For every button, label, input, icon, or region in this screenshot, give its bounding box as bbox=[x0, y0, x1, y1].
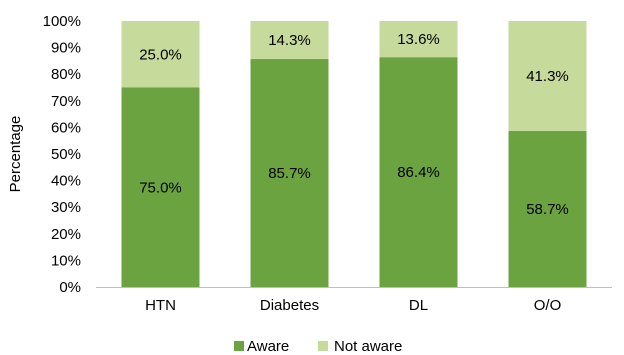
legend-swatch-not-aware bbox=[318, 341, 328, 351]
bar-segment-not-aware bbox=[508, 21, 587, 131]
y-tick-label: 0% bbox=[59, 279, 81, 296]
data-label: 25.0% bbox=[139, 46, 182, 63]
bar-segment-aware bbox=[121, 87, 200, 287]
bar-segment-aware bbox=[250, 59, 329, 288]
legend-label: Aware bbox=[247, 338, 289, 355]
y-tick-label: 40% bbox=[51, 173, 81, 190]
y-axis: 0% 10% 20% 30% 40% 50% 60% 70% 80% 90% 100% bbox=[43, 13, 81, 296]
bar-segment-not-aware bbox=[121, 21, 200, 88]
y-tick-label: 70% bbox=[51, 93, 81, 110]
data-label: 86.4% bbox=[397, 164, 440, 181]
legend-label: Not aware bbox=[334, 338, 402, 355]
data-label: 14.3% bbox=[268, 32, 311, 49]
x-axis: HTN Diabetes DL O/O bbox=[96, 287, 612, 314]
bar-segment-aware bbox=[379, 57, 458, 288]
y-tick-label: 80% bbox=[51, 66, 81, 83]
x-tick-label: O/O bbox=[534, 297, 562, 314]
y-tick-label: 60% bbox=[51, 119, 81, 136]
bars-layer: 75.0% 25.0% 85.7% 14.3% 86.4% 13.6% 58.7% 41.3% bbox=[121, 21, 587, 288]
x-tick-label: HTN bbox=[145, 297, 176, 314]
bar-segment-aware bbox=[508, 130, 587, 287]
data-label: 41.3% bbox=[526, 68, 569, 85]
y-tick-label: 30% bbox=[51, 199, 81, 216]
data-label: 75.0% bbox=[139, 179, 182, 196]
y-tick-label: 90% bbox=[51, 40, 81, 57]
y-tick-label: 100% bbox=[43, 13, 81, 30]
y-axis-title: Percentage bbox=[7, 116, 24, 193]
x-tick-label: DL bbox=[409, 297, 428, 314]
data-label: 58.7% bbox=[526, 201, 569, 218]
data-label: 85.7% bbox=[268, 165, 311, 182]
y-tick-label: 50% bbox=[51, 146, 81, 163]
legend-swatch-aware bbox=[234, 341, 244, 351]
data-label: 13.6% bbox=[397, 31, 440, 48]
bar-segment-not-aware bbox=[379, 21, 458, 58]
x-tick-label: Diabetes bbox=[260, 297, 319, 314]
y-tick-label: 10% bbox=[51, 252, 81, 269]
y-tick-label: 20% bbox=[51, 226, 81, 243]
legend: Aware Not aware bbox=[234, 338, 402, 355]
bar-segment-not-aware bbox=[250, 21, 329, 60]
